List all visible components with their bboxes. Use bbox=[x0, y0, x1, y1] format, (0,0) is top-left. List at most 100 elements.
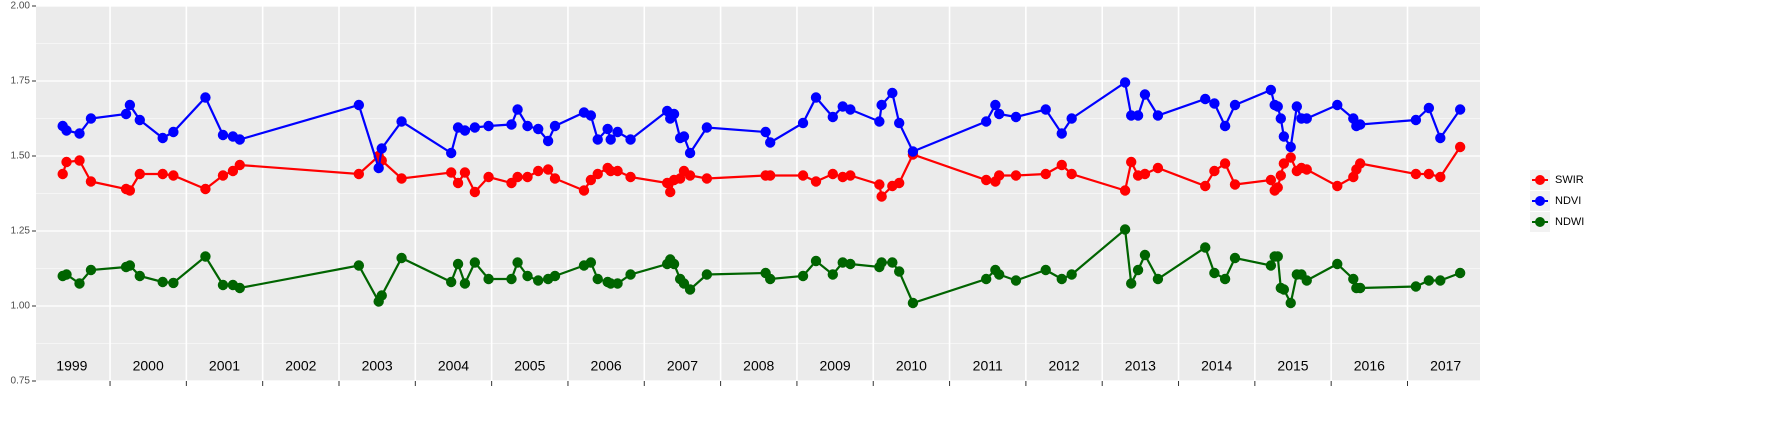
x-tick-label: 2004 bbox=[438, 358, 469, 374]
x-tick-label: 2008 bbox=[743, 358, 774, 374]
data-point bbox=[124, 260, 136, 271]
data-point bbox=[120, 108, 132, 120]
data-point bbox=[1332, 258, 1343, 270]
data-point bbox=[445, 167, 457, 178]
x-tick-label: 2000 bbox=[133, 358, 164, 374]
data-point bbox=[1348, 273, 1359, 285]
x-tick-label: 2006 bbox=[591, 358, 622, 374]
data-point bbox=[157, 276, 168, 288]
data-point bbox=[993, 170, 1005, 181]
data-point bbox=[85, 113, 97, 124]
data-point bbox=[592, 168, 603, 180]
data-point bbox=[1354, 282, 1366, 294]
data-point bbox=[217, 129, 229, 141]
data-point bbox=[1275, 113, 1287, 124]
y-tick-label: 1.25 bbox=[11, 226, 31, 237]
data-point bbox=[1200, 93, 1211, 105]
data-point bbox=[887, 257, 898, 268]
data-point bbox=[445, 147, 457, 159]
data-point bbox=[549, 120, 561, 132]
data-point bbox=[1410, 114, 1422, 126]
data-point bbox=[157, 132, 168, 144]
data-point bbox=[1454, 267, 1466, 279]
data-point bbox=[1200, 242, 1211, 253]
data-point bbox=[981, 174, 992, 186]
data-point bbox=[1209, 267, 1220, 279]
data-point bbox=[134, 114, 145, 126]
data-point bbox=[168, 170, 179, 181]
data-point bbox=[592, 273, 603, 285]
data-point bbox=[1229, 179, 1241, 190]
data-point bbox=[459, 167, 471, 178]
data-point bbox=[1354, 158, 1366, 169]
data-point bbox=[512, 171, 523, 183]
data-point bbox=[810, 92, 822, 103]
data-point bbox=[981, 116, 992, 127]
data-point bbox=[1285, 152, 1296, 163]
data-point bbox=[61, 125, 72, 136]
x-tick-label: 2001 bbox=[209, 358, 240, 374]
data-point bbox=[1219, 273, 1231, 285]
data-point bbox=[353, 168, 365, 180]
data-point bbox=[532, 123, 544, 135]
data-point bbox=[612, 126, 623, 138]
data-point bbox=[168, 126, 179, 138]
data-point bbox=[134, 270, 145, 282]
data-point bbox=[602, 123, 613, 135]
data-point bbox=[893, 117, 905, 129]
data-point bbox=[74, 128, 85, 139]
data-point bbox=[1272, 101, 1283, 112]
data-point bbox=[993, 108, 1005, 120]
data-point bbox=[1278, 131, 1290, 142]
data-point bbox=[797, 270, 809, 282]
data-point bbox=[452, 258, 464, 270]
data-point bbox=[1423, 275, 1435, 286]
y-tick-label: 2.00 bbox=[11, 1, 31, 12]
data-point bbox=[1454, 141, 1466, 153]
data-point bbox=[810, 255, 822, 267]
data-point bbox=[1010, 275, 1022, 286]
data-point bbox=[1056, 273, 1067, 285]
data-point bbox=[1066, 113, 1077, 124]
legend-marker bbox=[1535, 196, 1545, 206]
data-point bbox=[1209, 98, 1220, 109]
data-point bbox=[74, 278, 85, 289]
data-point bbox=[1040, 264, 1051, 276]
data-point bbox=[353, 260, 365, 271]
data-point bbox=[1132, 110, 1144, 121]
x-tick-label: 2012 bbox=[1048, 358, 1079, 374]
data-point bbox=[134, 168, 145, 180]
data-point bbox=[1278, 284, 1290, 295]
x-tick-label: 2015 bbox=[1277, 358, 1308, 374]
data-point bbox=[1278, 158, 1290, 169]
data-point bbox=[1200, 180, 1211, 192]
data-point bbox=[668, 108, 680, 120]
y-tick-label: 1.50 bbox=[11, 151, 31, 162]
x-tick-label: 2014 bbox=[1201, 358, 1232, 374]
data-point bbox=[57, 168, 68, 180]
data-point bbox=[592, 134, 603, 145]
data-point bbox=[678, 131, 690, 142]
data-point bbox=[701, 269, 713, 280]
data-point bbox=[217, 279, 229, 291]
x-tick-label: 2011 bbox=[973, 358, 1003, 374]
data-point bbox=[1354, 119, 1366, 130]
data-point bbox=[612, 165, 623, 177]
data-point bbox=[1285, 141, 1296, 153]
data-point bbox=[1301, 164, 1312, 175]
data-point bbox=[459, 125, 471, 136]
data-point bbox=[907, 146, 919, 157]
data-point bbox=[1152, 110, 1164, 121]
data-point bbox=[124, 185, 136, 196]
data-point bbox=[760, 126, 771, 138]
data-point bbox=[85, 176, 97, 187]
data-point bbox=[1010, 111, 1022, 123]
data-point bbox=[993, 269, 1005, 280]
data-point bbox=[459, 278, 471, 289]
data-point bbox=[234, 134, 245, 145]
data-point bbox=[1229, 252, 1241, 264]
data-point bbox=[893, 177, 905, 189]
data-point bbox=[376, 143, 387, 154]
data-point bbox=[1056, 128, 1067, 139]
